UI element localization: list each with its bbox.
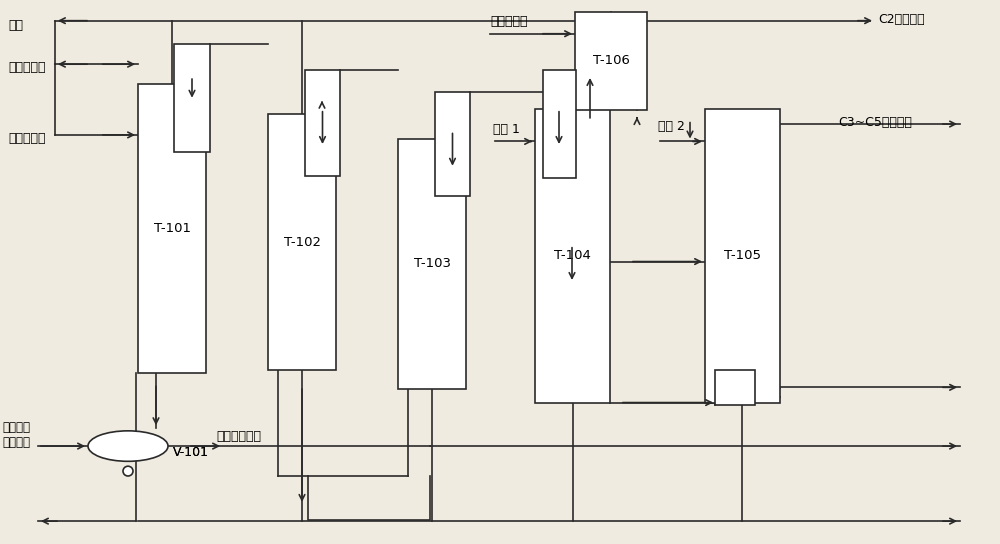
Text: T-103: T-103 — [414, 257, 451, 270]
Text: 冷源 1: 冷源 1 — [493, 123, 520, 136]
Text: V-101: V-101 — [173, 446, 209, 459]
Text: V-101: V-101 — [173, 446, 209, 459]
Text: 干气: 干气 — [8, 18, 23, 32]
Bar — [705, 109, 780, 403]
Text: 第二吸收剂: 第二吸收剂 — [8, 61, 46, 74]
Text: 第一吸收剂: 第一吸收剂 — [8, 132, 46, 145]
Bar — [535, 109, 610, 403]
Bar — [138, 84, 206, 373]
Text: T-102: T-102 — [284, 236, 321, 249]
Bar — [398, 139, 466, 389]
Bar — [268, 114, 336, 370]
Text: 含烃石油
化工气体: 含烃石油 化工气体 — [2, 421, 30, 449]
Bar — [715, 370, 755, 405]
Bar — [575, 12, 647, 110]
Text: 第一富吸收剂: 第一富吸收剂 — [216, 430, 261, 443]
Text: 冷源 2: 冷源 2 — [658, 120, 685, 133]
Ellipse shape — [88, 431, 168, 461]
Bar — [543, 70, 576, 178]
Text: T-104: T-104 — [554, 249, 591, 262]
Text: T-101: T-101 — [154, 222, 190, 235]
Text: T-105: T-105 — [724, 249, 761, 262]
Bar — [435, 92, 470, 196]
Ellipse shape — [123, 466, 133, 476]
Bar — [305, 70, 340, 176]
Text: C2轻烃馏分: C2轻烃馏分 — [878, 13, 925, 26]
Text: C3~C5轻烃馏分: C3~C5轻烃馏分 — [838, 116, 912, 129]
Text: T-106: T-106 — [593, 54, 629, 67]
Bar — [174, 44, 210, 152]
Text: 第一吸收剂: 第一吸收剂 — [490, 15, 528, 28]
